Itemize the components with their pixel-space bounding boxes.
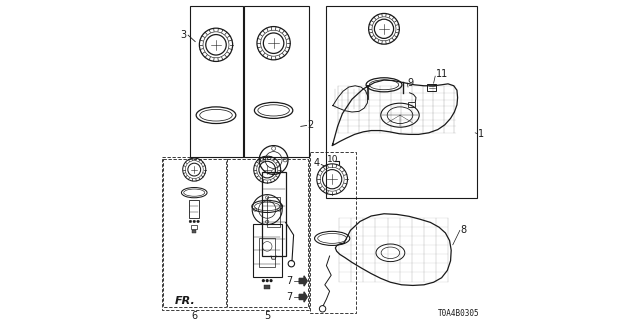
Circle shape: [262, 279, 265, 282]
Text: 2: 2: [307, 120, 314, 130]
Circle shape: [197, 220, 200, 223]
Circle shape: [189, 220, 192, 223]
Text: 7: 7: [287, 276, 292, 286]
Polygon shape: [300, 292, 307, 302]
Text: 3: 3: [180, 30, 186, 40]
Text: 10: 10: [328, 156, 339, 164]
Text: 1: 1: [478, 129, 484, 140]
Bar: [267, 197, 280, 227]
Bar: [259, 238, 275, 267]
Bar: [264, 285, 270, 289]
Bar: [326, 6, 477, 198]
Bar: [262, 172, 285, 256]
Bar: [161, 157, 310, 310]
Bar: [408, 102, 415, 107]
Bar: [227, 159, 308, 307]
Polygon shape: [300, 276, 307, 286]
Text: 7: 7: [287, 292, 292, 302]
Circle shape: [269, 279, 273, 282]
Text: 4: 4: [314, 158, 320, 168]
Text: 6: 6: [191, 311, 197, 320]
Bar: [253, 224, 282, 277]
Text: FR.: FR.: [175, 296, 196, 306]
Bar: [163, 159, 225, 307]
Bar: [428, 84, 436, 91]
Circle shape: [193, 220, 196, 223]
Text: 9: 9: [408, 77, 413, 88]
Bar: [191, 6, 243, 157]
Bar: [191, 225, 197, 229]
Text: T0A4B0305: T0A4B0305: [438, 309, 479, 318]
Bar: [189, 200, 199, 218]
Bar: [244, 6, 309, 157]
Text: 11: 11: [436, 68, 448, 79]
Bar: [310, 152, 356, 313]
Circle shape: [266, 279, 269, 282]
Text: 8: 8: [461, 225, 467, 235]
Text: 5: 5: [264, 311, 270, 320]
Bar: [192, 230, 196, 233]
